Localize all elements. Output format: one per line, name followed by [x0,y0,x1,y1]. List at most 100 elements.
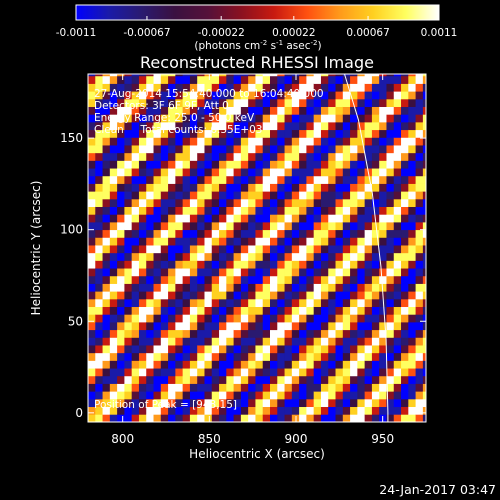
heatmap-pixel [357,283,366,292]
heatmap-pixel [233,322,242,331]
heatmap-pixel [197,137,205,146]
heatmap-pixel [386,414,395,422]
heatmap-pixel [357,360,366,369]
heatmap-pixel [277,414,285,422]
heatmap-pixel [401,114,409,123]
heatmap-pixel [422,314,426,323]
heatmap-pixel [219,114,227,123]
heatmap-pixel [371,398,380,408]
heatmap-pixel [226,74,234,77]
heatmap-pixel [350,375,358,384]
heatmap-pixel [175,414,184,422]
heatmap-pixel [350,114,358,123]
heatmap-pixel [204,322,213,331]
heatmap-pixel [233,152,242,161]
heatmap-pixel [277,175,285,184]
heatmap-pixel [226,221,234,231]
heatmap-pixel [299,352,307,361]
heatmap-pixel [197,291,205,300]
heatmap-pixel [109,137,118,146]
heatmap-pixel [204,360,213,369]
heatmap-pixel [270,398,278,408]
heatmap-pixel [342,152,351,161]
heatmap-pixel [226,391,234,400]
heatmap-pixel [284,314,293,323]
heatmap-pixel [328,160,336,169]
heatmap-pixel [357,314,366,323]
heatmap-pixel [306,160,315,169]
heatmap-pixel [371,345,380,354]
heatmap-pixel [182,414,191,422]
heatmap-pixel [357,168,366,177]
heatmap-pixel [204,368,213,377]
heatmap-pixel [168,137,176,146]
heatmap-pixel [408,368,416,377]
heatmap-pixel [109,375,118,384]
heatmap-pixel [364,206,373,215]
heatmap-pixel [204,337,213,346]
heatmap-pixel [102,160,111,169]
heatmap-pixel [153,175,162,184]
heatmap-pixel [189,398,198,408]
heatmap-pixel [299,75,307,84]
heatmap-pixel [219,368,227,377]
heatmap-pixel [335,137,344,146]
heatmap-pixel [328,206,336,215]
heatmap-pixel [117,383,125,392]
heatmap-pixel [291,152,300,161]
heatmap-pixel [146,314,154,323]
heatmap-pixel [393,375,402,384]
heatmap-pixel [342,383,351,392]
heatmap-pixel [153,268,162,277]
heatmap-pixel [342,91,351,100]
heatmap-pixel [262,114,271,123]
heatmap-pixel [255,368,264,377]
heatmap-pixel [88,329,96,338]
heatmap-pixel [189,245,198,254]
heatmap-pixel [335,91,344,100]
heatmap-pixel [350,268,358,277]
heatmap-pixel [175,322,184,331]
heatmap-pixel [262,352,271,361]
heatmap-pixel [342,175,351,184]
heatmap-pixel [277,391,285,400]
heatmap-pixel [393,314,402,323]
heatmap-pixel [248,298,256,308]
heatmap-pixel [415,383,424,392]
heatmap-pixel [233,74,242,77]
heatmap-pixel [88,322,96,331]
heatmap-pixel [371,237,380,246]
heatmap-pixel [313,106,322,115]
heatmap-pixel [226,252,234,261]
heatmap-pixel [146,329,154,338]
heatmap-pixel [138,191,147,200]
heatmap-pixel [401,106,409,115]
heatmap-pixel [401,229,409,238]
heatmap-pixel [138,114,147,123]
heatmap-pixel [408,314,416,323]
heatmap-pixel [342,237,351,246]
heatmap-pixel [204,383,213,392]
heatmap-pixel [197,398,205,408]
heatmap-pixel [415,306,424,315]
heatmap-pixel [117,306,125,315]
heatmap-pixel [284,275,293,284]
heatmap-pixel [364,291,373,300]
heatmap-pixel [386,237,395,246]
heatmap-pixel [124,191,133,200]
heatmap-pixel [160,75,169,84]
heatmap-pixel [240,214,249,223]
heatmap-pixel [357,383,366,392]
heatmap-pixel [357,329,366,338]
heatmap-pixel [95,414,103,422]
heatmap-pixel [357,75,366,84]
heatmap-pixel [233,360,242,369]
heatmap-pixel [386,206,395,215]
heatmap-pixel [109,268,118,277]
heatmap-pixel [248,221,256,231]
heatmap-pixel [160,406,169,415]
heatmap-pixel [153,368,162,377]
heatmap-pixel [393,337,402,346]
heatmap-pixel [364,121,373,131]
heatmap-pixel [182,398,191,408]
